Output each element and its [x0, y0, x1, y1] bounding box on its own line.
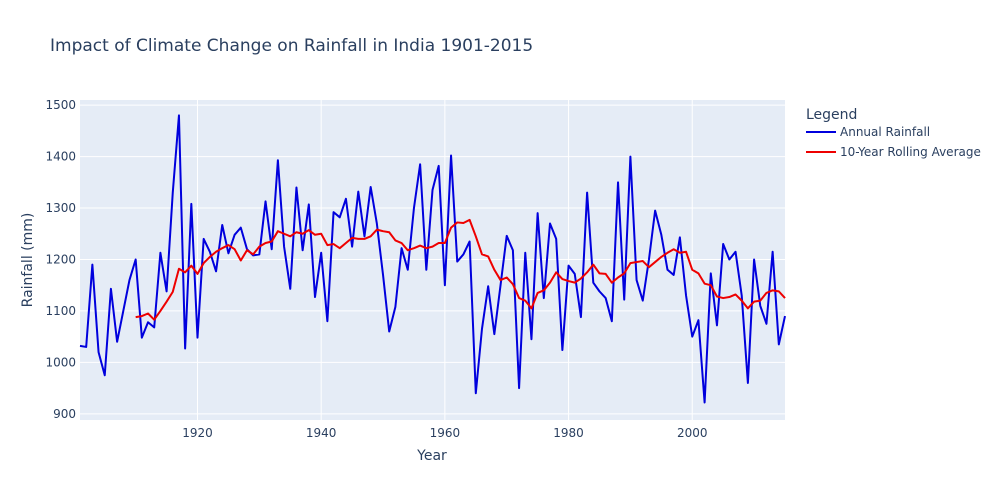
legend-label: Annual Rainfall	[840, 125, 930, 139]
chart-title: Impact of Climate Change on Rainfall in …	[50, 36, 533, 56]
x-tick-label: 1920	[182, 426, 213, 440]
y-tick-label: 1300	[45, 201, 76, 215]
y-tick-label: 1100	[45, 304, 76, 318]
y-tick-label: 1500	[45, 98, 76, 112]
x-axis-title: Year	[416, 448, 447, 464]
x-tick-label: 1980	[553, 426, 584, 440]
legend-title: Legend	[806, 107, 857, 123]
y-tick-label: 1000	[45, 355, 76, 369]
plot-area	[80, 100, 785, 420]
line	[135, 218, 786, 321]
y-tick-label: 1400	[45, 150, 76, 164]
legend-label: 10-Year Rolling Average	[840, 145, 981, 159]
line	[79, 114, 786, 404]
x-tick-label: 1940	[306, 426, 337, 440]
y-axis-title: Rainfall (mm)	[20, 213, 36, 308]
y-tick-label: 1200	[45, 252, 76, 266]
x-tick-label: 2000	[677, 426, 708, 440]
y-tick-label: 900	[53, 407, 76, 421]
x-tick-label: 1960	[430, 426, 461, 440]
